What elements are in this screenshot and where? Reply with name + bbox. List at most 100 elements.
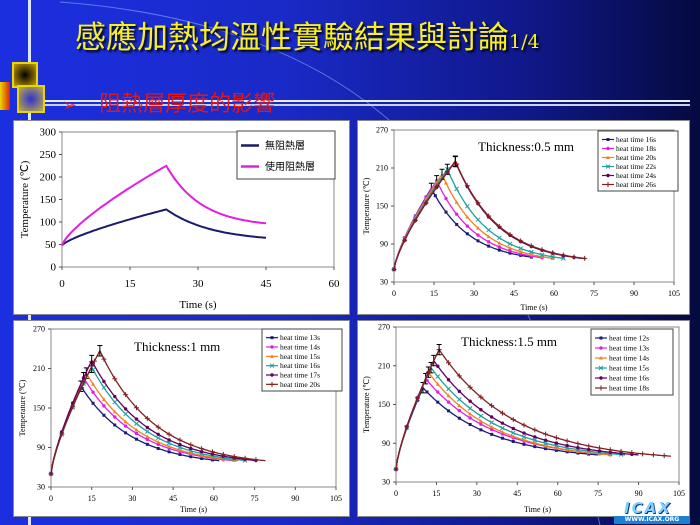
legend-label: heat time 15s: [280, 352, 320, 361]
legend-label: heat time 26s: [616, 180, 656, 189]
marker-circle: [199, 449, 204, 454]
marker-circle: [576, 445, 580, 450]
marker-x: [112, 399, 118, 405]
marker-x: [155, 435, 161, 441]
legend-box: [597, 130, 679, 192]
marker-plus: [629, 450, 635, 456]
marker-x: [554, 443, 559, 449]
legend-label: heat time 12s: [609, 334, 649, 343]
series-line: [393, 172, 555, 270]
marker-circle: [134, 417, 139, 421]
legend-label: heat time 24s: [616, 171, 656, 180]
series-0: [392, 182, 533, 271]
x-tick-label: 60: [329, 278, 341, 290]
marker-plus: [231, 454, 237, 460]
slide-title: 感應加熱均溫性實驗結果與討論1/4: [75, 18, 540, 62]
marker-square: [145, 442, 149, 446]
marker-square: [497, 248, 501, 252]
marker-triangle: [540, 254, 544, 259]
marker-plus: [618, 448, 624, 454]
marker-x: [464, 203, 470, 209]
y-tick-label: 270: [33, 325, 45, 334]
y-axis-label: Temperature (℃): [362, 177, 371, 234]
chart-panel-1-5mm: 30 90 150 210 270 0 15 30 45 60 75 90 105 Time (s) Tem…: [357, 320, 690, 517]
y-tick-label: 210: [378, 361, 390, 370]
marker-triangle: [270, 354, 274, 358]
marker-square: [490, 432, 494, 436]
legend-box: [590, 328, 674, 396]
legend-item: heat time 26s: [602, 180, 656, 189]
marker-circle: [489, 427, 494, 432]
series-5: [391, 155, 588, 272]
marker-circle: [156, 432, 160, 437]
marker-square: [476, 239, 480, 243]
marker-plus: [582, 255, 588, 261]
x-tick-label: 0: [59, 278, 65, 290]
marker-x: [489, 420, 495, 425]
marker-plus: [434, 184, 440, 190]
marker-circle: [500, 421, 505, 425]
series-1: [49, 371, 233, 476]
marker-square: [508, 251, 512, 255]
marker-plus: [177, 437, 183, 443]
legend-box: [236, 130, 336, 180]
marker-circle: [511, 426, 515, 431]
icax-logo: ICAX WWW.ICAX.ORG: [612, 500, 692, 524]
series-line: [393, 168, 565, 270]
marker-square: [436, 400, 440, 404]
marker-circle: [599, 376, 603, 380]
marker-plus: [640, 451, 646, 457]
decorative-square: [0, 82, 10, 110]
marker-plus: [560, 252, 566, 258]
marker-triangle: [522, 438, 527, 442]
marker-square: [606, 138, 610, 141]
chart-panel-comparison: 0 50 100 150 200 250 300 0 15 30 45 60 Time (s) Tempe…: [13, 120, 350, 315]
x-tick-label: 45: [513, 489, 521, 498]
marker-plus: [101, 356, 107, 362]
marker-circle: [522, 431, 526, 435]
legend-item: heat time 20s: [266, 380, 320, 389]
marker-square: [457, 416, 461, 420]
marker-triangle: [199, 453, 204, 457]
y-tick-label: 30: [380, 278, 388, 287]
page-number: 1/4: [509, 31, 540, 53]
marker-plus: [253, 457, 259, 463]
x-tick-label: 60: [550, 289, 558, 298]
marker-circle: [189, 446, 193, 451]
chart-thickness-1mm: 30 90 150 210 270 0 15 30 45 60 75 90 105 Time (s) Tem…: [18, 325, 343, 514]
marker-plus: [166, 431, 172, 437]
marker-triangle: [599, 356, 603, 360]
marker-circle: [436, 364, 440, 368]
marker-x: [134, 421, 139, 427]
marker-plus: [496, 223, 502, 229]
marker-circle: [489, 415, 494, 419]
legend-label: heat time 22s: [616, 162, 656, 171]
legend-label: 無阻熱層: [265, 139, 305, 152]
marker-plus: [393, 466, 399, 472]
marker-square: [522, 442, 526, 446]
marker-square: [447, 409, 451, 413]
series-line: [61, 208, 267, 247]
marker-triangle: [486, 234, 491, 239]
marker-square: [270, 336, 274, 340]
series-3: [391, 163, 566, 272]
series-line: [61, 164, 267, 246]
marker-triangle: [91, 382, 96, 386]
marker-plus: [650, 452, 656, 458]
marker-plus: [446, 360, 452, 366]
marker-square: [425, 390, 429, 394]
marker-triangle: [575, 449, 580, 453]
marker-plus: [242, 455, 248, 461]
x-tick-label: 105: [668, 289, 680, 298]
chart-panel-1mm: 30 90 150 210 270 0 15 30 45 60 75 90 105 Time (s) Tem…: [13, 320, 350, 517]
marker-triangle: [532, 441, 537, 445]
x-tick-label: 60: [210, 494, 218, 503]
marker-plus: [391, 266, 397, 272]
legend-label: heat time 18s: [616, 144, 656, 153]
x-tick-label: 30: [470, 289, 478, 298]
marker-plus: [444, 169, 450, 175]
marker-x: [500, 425, 505, 431]
marker-triangle: [597, 451, 602, 456]
marker-x: [435, 374, 441, 379]
